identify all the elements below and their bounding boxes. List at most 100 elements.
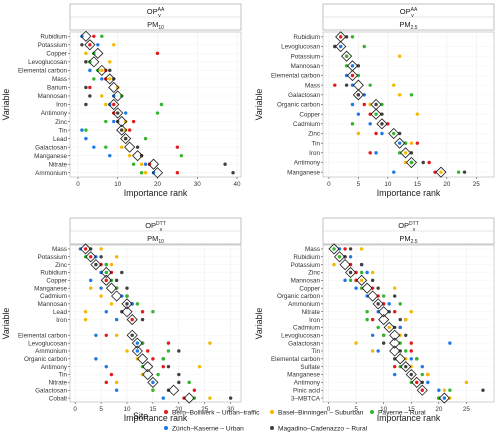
y-tick-label: Potassium — [38, 42, 67, 49]
x-tick-label: 20 — [443, 181, 451, 188]
data-point-green — [166, 349, 171, 353]
data-point-red — [166, 341, 171, 345]
x-tick-label: 15 — [408, 406, 416, 413]
data-point-black — [397, 131, 402, 136]
data-point-yellow — [442, 388, 447, 392]
data-point-yellow — [409, 141, 414, 145]
plot-area — [69, 244, 242, 403]
data-point-black — [114, 278, 119, 283]
median-diamond — [328, 243, 340, 255]
data-point-black — [177, 380, 181, 385]
x-tick-label: 20 — [435, 406, 443, 413]
data-point-red — [104, 77, 108, 81]
median-diamond — [383, 321, 395, 333]
data-point-black — [125, 302, 129, 306]
y-tick-label: Manganese — [34, 285, 67, 292]
y-tick-label: Nitrate — [48, 380, 67, 387]
data-point-red — [333, 83, 337, 87]
y-tick-label: Potassium — [38, 254, 67, 261]
data-point-black — [231, 171, 235, 175]
y-tick-label: Levoglucosan — [281, 332, 320, 339]
data-point-red — [420, 388, 424, 392]
median-diamond — [142, 361, 154, 373]
legend: Site Bern–Bollwerk – Urban–traffic Zürich–… — [133, 409, 426, 432]
data-point-black — [348, 270, 353, 275]
y-tick-label: Cadmium — [293, 325, 320, 332]
data-point-green — [420, 372, 424, 377]
data-point-blue — [374, 151, 378, 155]
data-point-red — [161, 364, 165, 369]
data-point-red — [147, 162, 152, 166]
y-tick-label: Antimony — [41, 364, 68, 371]
median-diamond — [345, 266, 357, 279]
y-tick-label: Nitrate — [301, 309, 320, 316]
data-point-yellow — [127, 153, 132, 158]
y-tick-label: Potassium — [291, 53, 320, 60]
data-point-black — [348, 247, 353, 251]
y-tick-label: Zinc — [55, 119, 67, 126]
data-point-red — [433, 170, 437, 174]
data-point-yellow — [83, 310, 88, 314]
data-point-red — [83, 247, 88, 251]
data-point-red — [130, 317, 134, 322]
data-point-green — [404, 349, 408, 353]
data-point-red — [415, 380, 419, 385]
data-point-green — [365, 317, 369, 322]
y-tick-label: Galactosan — [288, 340, 320, 347]
data-point-blue — [112, 119, 116, 124]
data-point-green — [392, 131, 396, 136]
y-tick-label: Potassium — [291, 262, 320, 269]
data-point-black — [108, 68, 112, 73]
y-tick-label: Tin — [311, 140, 320, 147]
median-diamond — [104, 73, 116, 85]
data-point-green — [359, 270, 364, 275]
median-diamond — [370, 108, 382, 120]
data-point-green — [362, 44, 366, 49]
data-point-blue — [350, 102, 355, 107]
median-diamond — [100, 266, 112, 279]
y-tick-label: Ammonium — [288, 301, 320, 308]
median-diamond — [435, 166, 447, 178]
data-point-yellow — [403, 151, 408, 155]
y-tick-label: Tin — [311, 348, 320, 355]
y-tick-label: Lead — [53, 136, 68, 143]
median-diamond — [100, 274, 112, 286]
data-point-red — [104, 68, 108, 73]
legend-title: Site — [133, 411, 148, 421]
y-tick-label: Elemental carbon — [18, 332, 68, 339]
data-point-yellow — [116, 85, 120, 90]
x-tick-label: 0 — [327, 406, 331, 413]
data-point-green — [368, 83, 372, 87]
data-point-green — [135, 302, 140, 306]
data-point-yellow — [464, 380, 469, 385]
data-point-black — [139, 153, 144, 158]
data-point-red — [362, 102, 366, 107]
y-tick-label: Iron — [56, 317, 67, 324]
data-point-red — [151, 357, 155, 361]
x-axis-title: Importance rank — [377, 413, 441, 423]
median-diamond — [151, 167, 164, 179]
y-tick-label: Sulfate — [300, 364, 320, 371]
data-point-green — [187, 380, 191, 385]
data-point-yellow — [409, 310, 413, 314]
data-point-blue — [426, 380, 430, 385]
data-point-green — [350, 122, 355, 126]
data-point-green — [156, 372, 160, 377]
data-point-black — [120, 270, 124, 275]
y-tick-label: Copper — [299, 285, 320, 292]
data-point-black — [177, 349, 181, 353]
y-tick-label: Rubidium — [293, 254, 320, 261]
data-point-yellow — [104, 102, 108, 107]
data-point-yellow — [89, 286, 93, 290]
y-tick-label: 3–MBTCA — [291, 395, 321, 402]
data-point-black — [393, 294, 397, 298]
data-point-yellow — [108, 77, 112, 81]
x-tick-label: 10 — [123, 406, 131, 413]
data-point-blue — [380, 131, 384, 136]
median-diamond — [367, 290, 379, 302]
data-point-black — [344, 83, 349, 87]
data-point-green — [151, 388, 155, 392]
data-point-blue — [376, 349, 380, 353]
